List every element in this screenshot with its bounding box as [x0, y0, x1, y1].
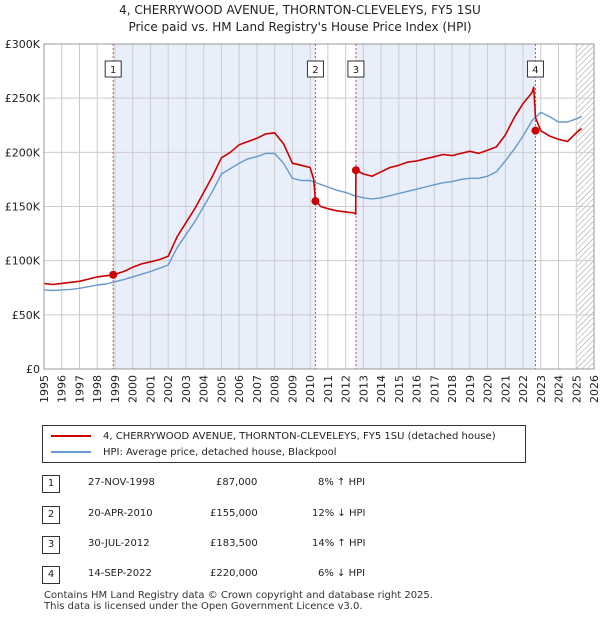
chart-subtitle: Price paid vs. HM Land Registry's House … [128, 20, 472, 34]
x-tick-label: 2025 [570, 375, 583, 403]
sale-hpi: 6% ↓ HPI [318, 568, 366, 579]
sale-price: £183,500 [210, 538, 258, 549]
sale-marker-label: 2 [312, 65, 318, 76]
sale-marker-label: 3 [353, 65, 359, 76]
sale-marker-label: 1 [110, 65, 116, 76]
legend: 4, CHERRYWOOD AVENUE, THORNTON-CLEVELEYS… [42, 425, 526, 463]
y-tick-label: £0 [26, 363, 40, 376]
x-tick-label: 2014 [375, 375, 388, 403]
sale-number: 1 [42, 475, 60, 493]
plot-area-frame [43, 43, 595, 370]
y-tick-label: £100K [5, 255, 41, 268]
sale-number: 4 [42, 566, 60, 584]
x-tick-label: 2009 [286, 375, 299, 403]
x-tick-label: 2024 [553, 375, 566, 403]
y-tick-label: £250K [5, 92, 41, 105]
x-tick-label: 1997 [73, 375, 86, 403]
x-tick-label: 2022 [517, 375, 530, 403]
x-tick-label: 2012 [340, 375, 353, 403]
sale-price: £87,000 [216, 477, 258, 488]
legend-label-property: 4, CHERRYWOOD AVENUE, THORNTON-CLEVELEYS… [103, 430, 496, 442]
y-tick-label: £150K [5, 201, 41, 214]
x-tick-label: 2003 [180, 375, 193, 403]
x-tick-label: 2007 [251, 375, 264, 403]
x-tick-label: 2001 [144, 375, 157, 403]
price-chart: 1 2 3 4 £0 £50K £100K £150K £200K £250K £300K 1995… [5, 38, 600, 403]
x-tick-label: 2002 [162, 375, 175, 403]
sale-date: 14-SEP-2022 [88, 568, 152, 579]
x-tick-label: 2010 [304, 375, 317, 403]
sale-number: 3 [42, 536, 60, 554]
x-tick-label: 2026 [588, 375, 600, 403]
sale-marker-box [347, 60, 365, 78]
property-price-line [43, 86, 583, 286]
x-tick-label: 2013 [357, 375, 370, 403]
legend-swatch-property [51, 435, 91, 437]
sale-hpi: 14% ↑ HPI [312, 538, 366, 549]
sale-marker-box [104, 60, 122, 78]
x-tick-label: 2005 [215, 375, 228, 403]
y-tick-label: £300K [5, 38, 41, 51]
sale-date: 30-JUL-2012 [88, 538, 150, 549]
sale-marker-box [306, 60, 324, 78]
x-tick-label: 1999 [109, 375, 122, 403]
sale-point [109, 270, 118, 279]
x-tick-label: 2016 [411, 375, 424, 403]
legend-swatch-hpi [51, 451, 91, 453]
sale-price: £220,000 [210, 568, 258, 579]
x-tick-label: 2015 [393, 375, 406, 403]
footer-copyright: Contains HM Land Registry data © Crown c… [44, 590, 433, 601]
sale-price: £155,000 [210, 508, 258, 519]
x-tick-label: 2021 [499, 375, 512, 403]
sale-marker-label: 4 [532, 65, 538, 76]
x-tick-label: 2020 [482, 375, 495, 403]
x-tick-label: 2018 [446, 375, 459, 403]
sale-point [311, 197, 320, 206]
x-tick-label: 1996 [56, 375, 69, 403]
x-tick-label: 2004 [198, 375, 211, 403]
sale-point [351, 166, 360, 175]
sale-date: 20-APR-2010 [88, 508, 153, 519]
legend-item-hpi: HPI: Average price, detached house, Blac… [51, 445, 337, 459]
x-tick-label: 2019 [464, 375, 477, 403]
sale-marker-box [526, 60, 544, 78]
sale-point [531, 126, 540, 135]
y-tick-label: £50K [12, 309, 41, 322]
x-tick-label: 2023 [535, 375, 548, 403]
x-tick-label: 2011 [322, 375, 335, 403]
x-tick-label: 1998 [91, 375, 104, 403]
sale-number: 2 [42, 506, 60, 524]
chart-title: 4, CHERRYWOOD AVENUE, THORNTON-CLEVELEYS… [119, 3, 481, 17]
y-tick-label: £200K [5, 146, 41, 159]
x-tick-label: 2006 [233, 375, 246, 403]
legend-label-hpi: HPI: Average price, detached house, Blac… [103, 446, 337, 458]
sale-date: 27-NOV-1998 [88, 477, 155, 488]
legend-item-property: 4, CHERRYWOOD AVENUE, THORNTON-CLEVELEYS… [51, 429, 496, 443]
x-tick-label: 2017 [428, 375, 441, 403]
sale-hpi: 8% ↑ HPI [318, 477, 366, 488]
sale-hpi: 12% ↓ HPI [312, 508, 366, 519]
x-tick-label: 1995 [38, 375, 51, 403]
x-tick-label: 2008 [269, 375, 282, 403]
x-tick-label: 2000 [127, 375, 140, 403]
footer-licence: This data is licensed under the Open Gov… [44, 601, 363, 612]
